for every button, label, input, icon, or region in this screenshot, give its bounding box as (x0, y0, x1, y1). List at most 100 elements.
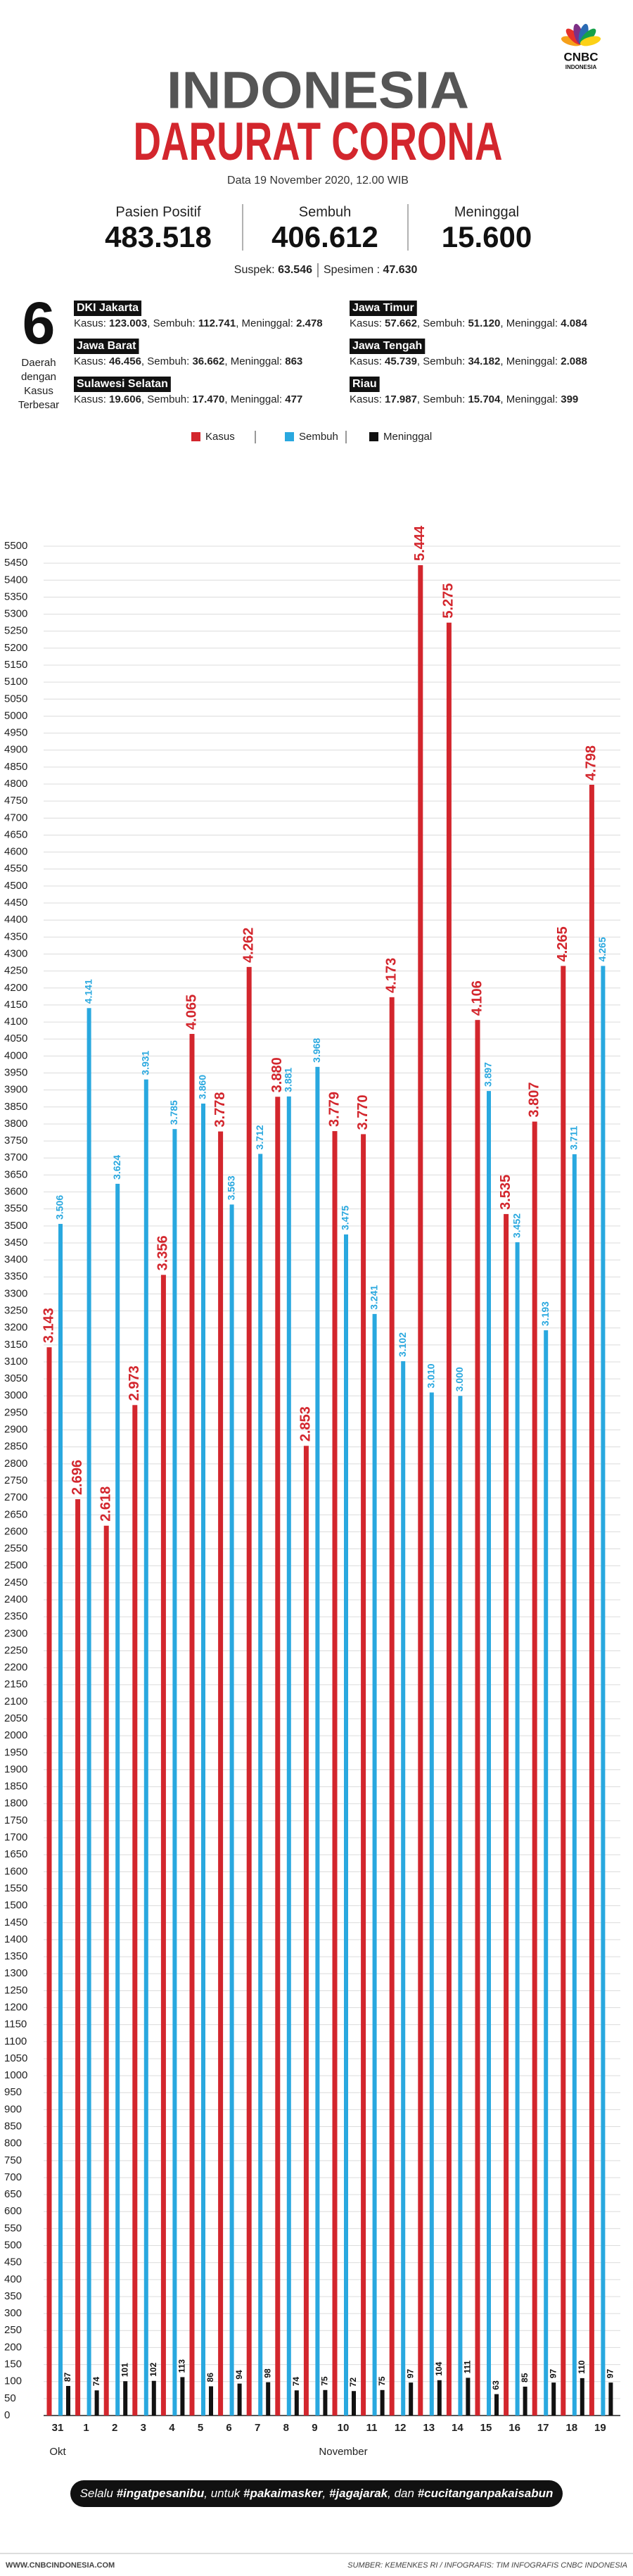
bar (286, 1096, 291, 2416)
region-detail: Kasus: 46.456, Sembuh: 36.662, Meninggal… (74, 355, 302, 367)
y-tick-label: 3900 (4, 1084, 27, 1096)
y-tick-label: 3000 (4, 1389, 27, 1401)
x-tick-label: 2 (112, 2422, 117, 2434)
value-label: 94 (234, 2370, 244, 2380)
region-field-label: , Sembuh: (141, 355, 193, 367)
region-detail: Kasus: 17.987, Sembuh: 15.704, Meninggal… (350, 393, 578, 405)
banner-text: Selalu #ingatpesanibu, untuk #pakaimaske… (80, 2487, 554, 2500)
x-tick-label: 8 (283, 2422, 289, 2434)
stat-value: 406.612 (271, 220, 378, 253)
region-field-label: Kasus: (74, 317, 109, 329)
y-tick-label: 2750 (4, 1475, 27, 1486)
y-tick-label: 2950 (4, 1406, 27, 1418)
y-tick-label: 3150 (4, 1339, 27, 1351)
footer-site: WWW.CNBCINDONESIA.COM (6, 2561, 115, 2570)
region-name-bg (74, 339, 139, 354)
region-name-bg (74, 301, 142, 316)
value-label: 3.356 (155, 1235, 171, 1270)
region-name: Jawa Tengah (352, 340, 422, 352)
value-label: 111 (463, 2360, 473, 2373)
banner-segment: #jagajarak (329, 2487, 389, 2500)
region-field-value: 36.662 (192, 355, 224, 367)
y-tick-label: 950 (4, 2086, 22, 2098)
x-group-label: November (319, 2446, 367, 2458)
y-tick-label: 800 (4, 2138, 22, 2149)
bar (58, 1223, 63, 2416)
extra-stat-value: 63.546 (278, 264, 312, 276)
value-label: 104 (434, 2361, 444, 2375)
region-field-label: , Meninggal: (224, 355, 285, 367)
region-field-label: , Sembuh: (417, 317, 468, 329)
region-field-value: 46.456 (109, 355, 141, 367)
y-tick-label: 5350 (4, 591, 27, 602)
y-tick-label: 5050 (4, 693, 27, 705)
bar (401, 1361, 406, 2416)
y-tick-label: 1350 (4, 1950, 27, 1962)
value-label: 5.444 (412, 525, 428, 561)
value-label: 3.475 (340, 1206, 351, 1230)
y-tick-label: 1850 (4, 1781, 27, 1793)
banner-segment: #ingatpesanibu (117, 2487, 205, 2500)
region-field-value: 112.741 (198, 317, 236, 329)
value-label: 74 (291, 2377, 301, 2387)
legend-label: Sembuh (299, 431, 338, 443)
y-tick-label: 3650 (4, 1168, 27, 1180)
region-name: Jawa Timur (352, 302, 414, 314)
y-tick-label: 2100 (4, 1696, 27, 1707)
y-tick-label: 2900 (4, 1424, 27, 1436)
region-name-bg (350, 377, 380, 392)
value-label: 4.065 (184, 995, 199, 1030)
value-label: 113 (177, 2359, 187, 2373)
value-label: 3.535 (498, 1175, 513, 1210)
bar (94, 2390, 99, 2416)
bar (551, 2382, 556, 2416)
y-tick-label: 4550 (4, 863, 27, 875)
y-tick-label: 5500 (4, 540, 27, 552)
region-name: Sulawesi Selatan (77, 378, 168, 390)
bar (303, 1446, 309, 2416)
value-label: 4.262 (241, 928, 256, 963)
extra-stat: Suspek: 63.546 (234, 264, 312, 276)
bar (418, 565, 423, 2416)
value-label: 3.779 (326, 1092, 342, 1127)
value-label: 3.778 (212, 1092, 228, 1128)
region-field-value: 57.662 (385, 317, 417, 329)
y-tick-label: 2050 (4, 1712, 27, 1724)
bar (352, 2391, 356, 2416)
y-tick-label: 4400 (4, 914, 27, 926)
value-label: 74 (91, 2377, 101, 2387)
value-label: 3.807 (526, 1082, 542, 1118)
y-tick-label: 3250 (4, 1305, 27, 1317)
y-tick-label: 4600 (4, 846, 27, 858)
region-name: Jawa Barat (77, 340, 136, 352)
date: Data 19 November 2020, 12.00 WIB (227, 175, 409, 187)
extra-stat-label: Spesimen : (324, 264, 383, 276)
y-tick-label: 1700 (4, 1831, 27, 1843)
banner-segment: , untuk (204, 2487, 243, 2500)
y-tick-label: 2700 (4, 1491, 27, 1503)
value-label: 101 (120, 2363, 129, 2377)
value-label: 4.265 (596, 937, 608, 961)
y-tick-label: 3450 (4, 1237, 27, 1249)
bar (258, 1154, 263, 2416)
x-tick-label: 31 (52, 2422, 64, 2434)
y-tick-label: 1900 (4, 1763, 27, 1775)
region-field-label: Kasus: (74, 393, 109, 405)
value-label: 97 (548, 2368, 558, 2378)
stat-value: 15.600 (442, 220, 532, 253)
extra-stat-value: 47.630 (383, 264, 417, 276)
region-detail: Kasus: 19.606, Sembuh: 17.470, Meninggal… (74, 393, 302, 405)
region-name: Riau (352, 378, 377, 390)
value-label: 102 (148, 2362, 158, 2376)
x-tick-label: 13 (423, 2422, 435, 2434)
logo-sub: INDONESIA (565, 64, 597, 70)
bar (275, 1097, 281, 2416)
region-field-label: , Meninggal: (500, 317, 561, 329)
y-tick-label: 4150 (4, 999, 27, 1011)
region-field-label: , Meninggal: (500, 393, 561, 405)
y-tick-label: 200 (4, 2341, 22, 2353)
bar (189, 1033, 195, 2416)
x-tick-label: 19 (594, 2422, 606, 2434)
value-label: 3.770 (355, 1094, 371, 1130)
